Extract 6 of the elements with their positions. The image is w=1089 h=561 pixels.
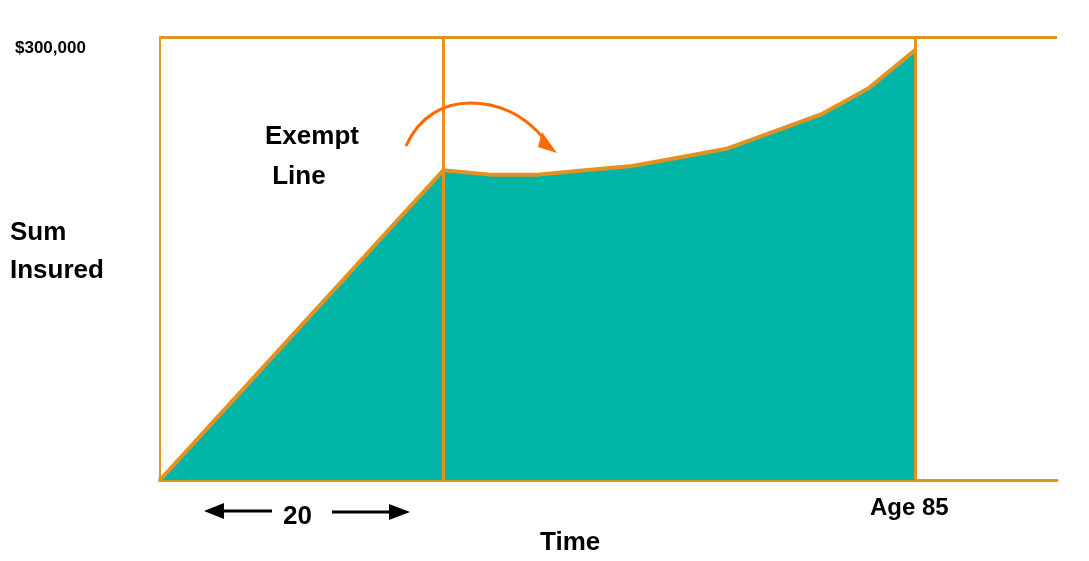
annotation: Exempt Line	[265, 120, 360, 190]
y-axis-title: Sum Insured	[10, 216, 104, 284]
text: Age 85	[870, 492, 949, 520]
text: 20	[283, 500, 312, 530]
text: $300,000	[15, 37, 86, 57]
x-axis-title: Time	[540, 526, 601, 556]
